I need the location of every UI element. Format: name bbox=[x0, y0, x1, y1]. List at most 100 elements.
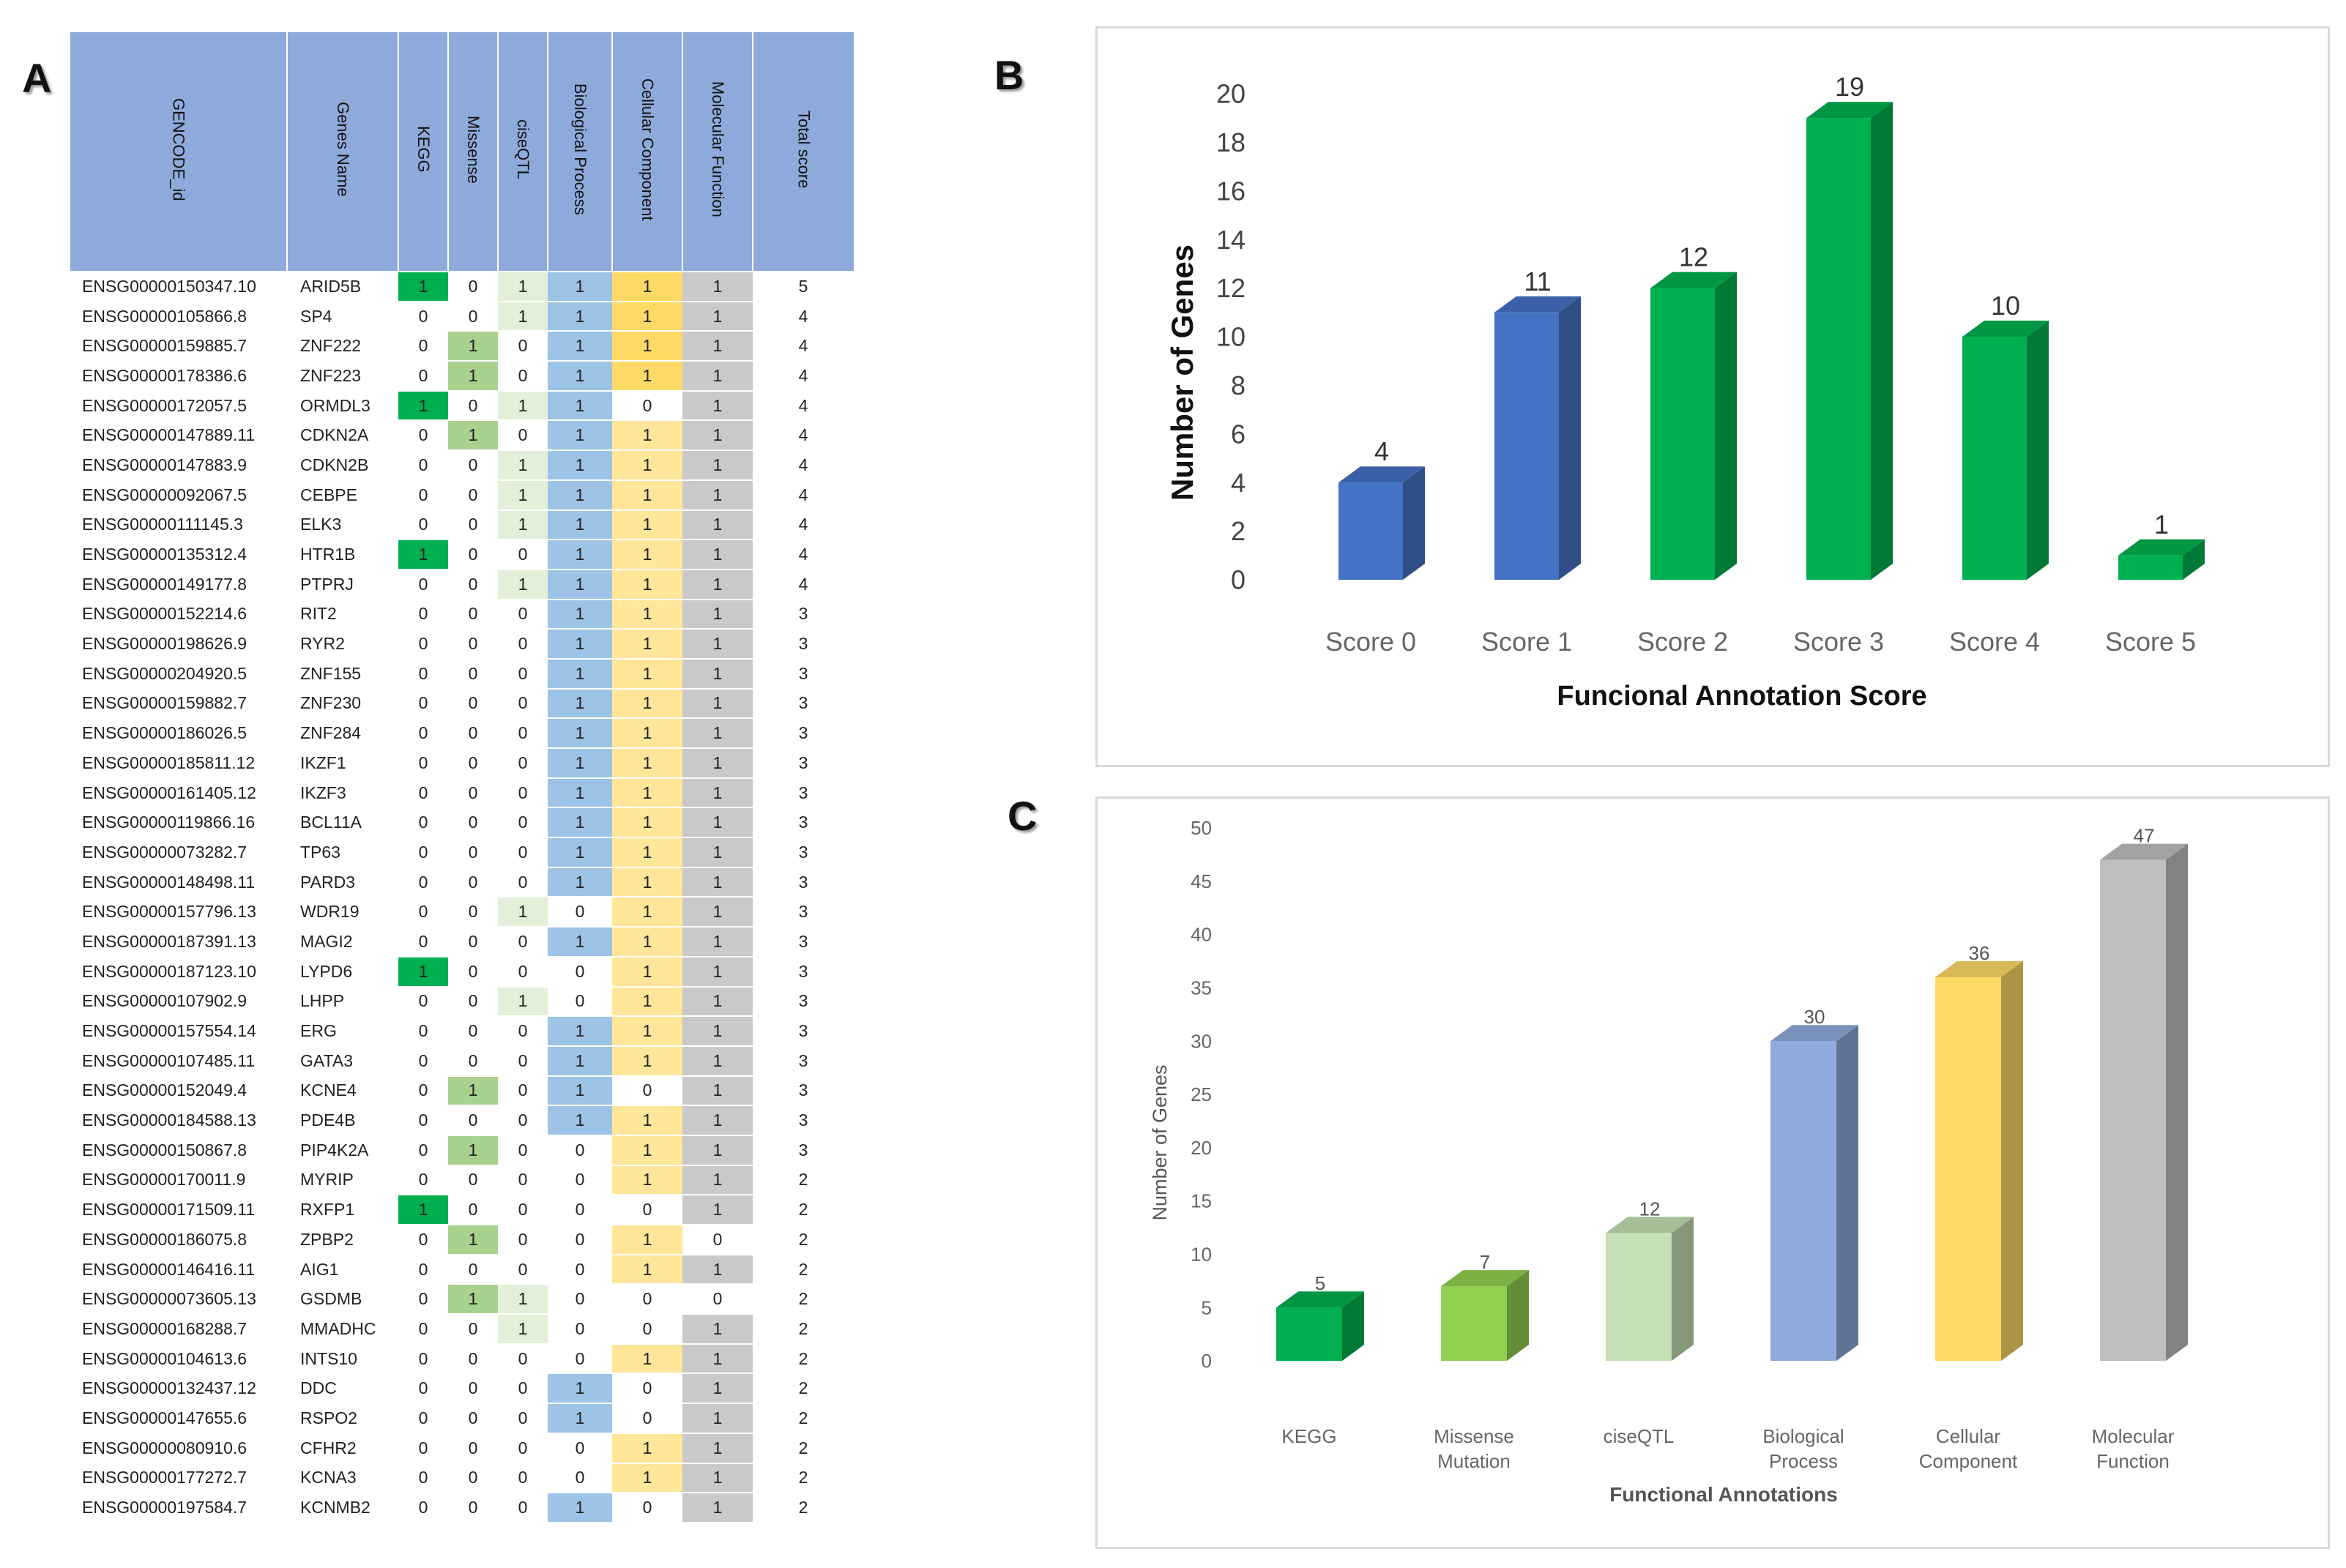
gencode-id-cell: ENSG00000187123.10 bbox=[70, 955, 287, 987]
table-row: ENSG00000177272.7 KCNA3 0 0 0 0 1 1 2 bbox=[70, 1462, 854, 1493]
bar-side bbox=[1715, 272, 1737, 580]
cc-cell: 0 bbox=[612, 1492, 682, 1522]
cc-cell: 1 bbox=[612, 1432, 682, 1463]
bp-cell: 1 bbox=[548, 1075, 612, 1106]
mf-cell: 1 bbox=[682, 1403, 753, 1433]
y-tick-label: 20 bbox=[1216, 79, 1245, 109]
kegg-cell: 0 bbox=[398, 866, 448, 897]
gene-name-cell: LYPD6 bbox=[287, 955, 398, 987]
cc-cell: 1 bbox=[612, 271, 682, 302]
kegg-cell: 0 bbox=[398, 598, 448, 630]
category-label: Cellular Component bbox=[1919, 1425, 2018, 1472]
ciseqtl-cell: 1 bbox=[498, 449, 548, 480]
gencode-id-cell: ENSG00000170011.9 bbox=[70, 1164, 287, 1195]
table-row: ENSG00000147655.6 RSPO2 0 0 0 1 0 1 2 bbox=[70, 1403, 854, 1433]
category-label: Score 1 bbox=[1481, 627, 1572, 657]
total-score-cell: 3 bbox=[753, 896, 854, 927]
gencode-id-cell: ENSG00000168288.7 bbox=[70, 1313, 287, 1344]
bar-value-label: 1 bbox=[2154, 509, 2169, 540]
bar-side bbox=[2027, 321, 2049, 580]
gene-name-cell: DDC bbox=[287, 1373, 398, 1404]
cc-cell: 1 bbox=[612, 1164, 682, 1195]
bp-cell: 0 bbox=[548, 1283, 612, 1315]
gencode-id-cell: ENSG00000150867.8 bbox=[70, 1134, 287, 1165]
ciseqtl-cell: 0 bbox=[498, 1164, 548, 1195]
gene-name-cell: INTS10 bbox=[287, 1343, 398, 1374]
bp-cell: 0 bbox=[548, 955, 612, 987]
bar-front bbox=[1441, 1286, 1507, 1361]
kegg-cell: 0 bbox=[398, 1492, 448, 1522]
cc-cell: 0 bbox=[612, 1313, 682, 1344]
gene-name-cell: RYR2 bbox=[287, 628, 398, 659]
missense-cell: 0 bbox=[448, 926, 498, 957]
gene-name-cell: TP63 bbox=[287, 837, 398, 867]
table-row: ENSG00000157796.13 WDR19 0 0 1 0 1 1 3 bbox=[70, 896, 854, 927]
table-row: ENSG00000104613.6 INTS10 0 0 0 0 1 1 2 bbox=[70, 1343, 854, 1374]
bar-1 bbox=[1494, 296, 1581, 580]
gencode-id-cell: ENSG00000187391.13 bbox=[70, 926, 287, 957]
gencode-id-cell: ENSG00000186075.8 bbox=[70, 1224, 287, 1255]
mf-cell: 1 bbox=[682, 1462, 753, 1493]
header-cellular-component: Cellular Component bbox=[612, 32, 683, 272]
table-row: ENSG00000178386.6 ZNF223 0 1 0 1 1 1 4 bbox=[70, 360, 854, 391]
ciseqtl-cell: 0 bbox=[498, 1373, 548, 1404]
mf-cell: 1 bbox=[682, 1432, 753, 1463]
cc-cell: 1 bbox=[612, 717, 682, 748]
kegg-cell: 0 bbox=[398, 360, 448, 391]
gene-name-cell: PARD3 bbox=[287, 866, 398, 897]
ciseqtl-cell: 1 bbox=[498, 300, 548, 332]
chart-c-annotation-counts: Number of Genes Functional Annotations 0… bbox=[1149, 817, 2188, 1506]
bar-2 bbox=[1606, 1217, 1694, 1361]
bar-value-label: 11 bbox=[1524, 266, 1551, 296]
total-score-cell: 2 bbox=[753, 1462, 854, 1493]
kegg-cell: 0 bbox=[398, 896, 448, 927]
bar-top bbox=[1806, 102, 1893, 119]
cc-cell: 1 bbox=[612, 985, 682, 1017]
bp-cell: 1 bbox=[548, 1492, 612, 1522]
bar-front bbox=[1770, 1041, 1836, 1361]
bar-side bbox=[1871, 102, 1893, 580]
kegg-cell: 1 bbox=[398, 539, 448, 570]
category-label: Biological Process bbox=[1762, 1425, 1844, 1472]
ciseqtl-cell: 0 bbox=[498, 1462, 548, 1493]
total-score-cell: 2 bbox=[753, 1253, 854, 1285]
cc-cell: 1 bbox=[612, 1462, 682, 1493]
bp-cell: 1 bbox=[548, 717, 612, 748]
total-score-cell: 3 bbox=[753, 1105, 854, 1135]
kegg-cell: 0 bbox=[398, 717, 448, 748]
chart-b-ylabel: Number of Genes bbox=[1165, 244, 1199, 501]
missense-cell: 0 bbox=[448, 687, 498, 719]
y-tick-label: 0 bbox=[1231, 565, 1245, 595]
total-score-cell: 3 bbox=[753, 837, 854, 867]
kegg-cell: 1 bbox=[398, 271, 448, 302]
gene-name-cell: BCL11A bbox=[287, 807, 398, 838]
ciseqtl-cell: 0 bbox=[498, 360, 548, 391]
gencode-id-cell: ENSG00000184588.13 bbox=[70, 1105, 287, 1135]
chart-b-xlabel: Funcional Annotation Score bbox=[1557, 681, 1926, 712]
bar-top bbox=[2100, 843, 2188, 860]
chart-b-score-distribution: Number of Genes Funcional Annotation Sco… bbox=[1165, 72, 2205, 712]
bar-value-label: 47 bbox=[2134, 825, 2155, 847]
chart-c-ylabel: Number of Genes bbox=[1149, 1064, 1171, 1220]
gene-name-cell: RXFP1 bbox=[287, 1194, 398, 1225]
missense-cell: 0 bbox=[448, 1343, 498, 1374]
bar-5 bbox=[2100, 843, 2188, 1361]
bar-side bbox=[1342, 1291, 1364, 1361]
y-tick-label: 45 bbox=[1191, 870, 1212, 892]
ciseqtl-cell: 0 bbox=[498, 419, 548, 451]
bar-side bbox=[1559, 296, 1581, 580]
total-score-cell: 3 bbox=[753, 1075, 854, 1106]
mf-cell: 1 bbox=[682, 628, 753, 659]
missense-cell: 0 bbox=[448, 1253, 498, 1285]
missense-cell: 1 bbox=[448, 360, 498, 391]
mf-cell: 1 bbox=[682, 598, 753, 630]
total-score-cell: 2 bbox=[753, 1343, 854, 1374]
cc-cell: 1 bbox=[612, 449, 682, 480]
ciseqtl-cell: 1 bbox=[498, 568, 548, 600]
gencode-id-cell: ENSG00000178386.6 bbox=[70, 360, 287, 391]
bar-side bbox=[2183, 539, 2205, 580]
bp-cell: 0 bbox=[548, 1343, 612, 1374]
mf-cell: 1 bbox=[682, 1105, 753, 1135]
bar-value-label: 36 bbox=[1969, 942, 1990, 964]
total-score-cell: 4 bbox=[753, 568, 854, 600]
